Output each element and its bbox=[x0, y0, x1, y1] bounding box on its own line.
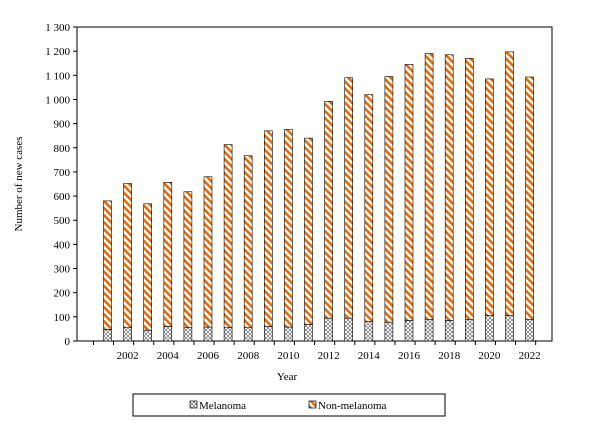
bar-non-melanoma-2009 bbox=[263, 130, 273, 327]
y-axis: 0 100 200 300 400 500 600 700 800 900 1 000 1 100 1 … bbox=[45, 22, 77, 348]
bar-non-melanoma-2022 bbox=[525, 76, 534, 320]
legend-label-melanoma: Melanoma bbox=[199, 400, 246, 412]
x-tick-label: 2010 bbox=[277, 350, 300, 362]
y-tick-label: 0 bbox=[65, 336, 71, 348]
y-tick-label: 800 bbox=[54, 143, 71, 155]
y-tick-label: 700 bbox=[54, 167, 71, 179]
y-tick-label: 1 000 bbox=[45, 94, 70, 106]
x-tick-label: 2020 bbox=[478, 350, 501, 362]
y-tick-label: 100 bbox=[54, 312, 71, 324]
x-tick-label: 2022 bbox=[519, 350, 541, 362]
bar-non-melanoma-2019 bbox=[464, 58, 474, 320]
legend-box bbox=[132, 393, 446, 417]
bar-non-melanoma-2010 bbox=[284, 129, 293, 328]
y-tick-label: 200 bbox=[54, 288, 71, 300]
bar-non-melanoma-2014 bbox=[364, 94, 374, 322]
bar-non-melanoma-2015 bbox=[384, 76, 394, 323]
bar-melanoma-2015 bbox=[384, 321, 394, 342]
bar-melanoma-2001 bbox=[103, 329, 112, 342]
bar-non-melanoma-2012 bbox=[324, 101, 333, 319]
bar-melanoma-2017 bbox=[424, 318, 434, 342]
bar-melanoma-2018 bbox=[444, 320, 454, 342]
x-tick-label: 2018 bbox=[438, 350, 461, 362]
bar-non-melanoma-2020 bbox=[485, 78, 494, 316]
bar-melanoma-2002 bbox=[123, 327, 132, 342]
x-tick-label: 2014 bbox=[358, 350, 381, 362]
x-tick-label: 2006 bbox=[197, 350, 220, 362]
bar-melanoma-2007 bbox=[223, 327, 233, 342]
bar-non-melanoma-2003 bbox=[143, 203, 152, 331]
bar-melanoma-2005 bbox=[183, 327, 193, 342]
bar-melanoma-2012 bbox=[324, 317, 333, 342]
bar-non-melanoma-2007 bbox=[223, 144, 233, 329]
y-tick-label: 1 300 bbox=[45, 22, 70, 34]
bar-non-melanoma-2018 bbox=[444, 54, 454, 321]
bar-non-melanoma-2006 bbox=[203, 176, 213, 328]
y-tick-label: 500 bbox=[54, 215, 71, 227]
y-tick-label: 300 bbox=[54, 264, 71, 276]
y-tick-label: 600 bbox=[54, 191, 71, 203]
bar-melanoma-2003 bbox=[143, 329, 152, 342]
bar-non-melanoma-2016 bbox=[404, 64, 414, 321]
bar-melanoma-2019 bbox=[464, 318, 474, 342]
bar-non-melanoma-2021 bbox=[505, 51, 514, 316]
bar-melanoma-2011 bbox=[304, 324, 313, 342]
bar-non-melanoma-2005 bbox=[183, 191, 193, 329]
bar-non-melanoma-2008 bbox=[243, 155, 253, 329]
y-tick-label: 400 bbox=[54, 239, 71, 251]
y-axis-title: Number of new cases bbox=[13, 137, 25, 232]
legend-swatch-melanoma bbox=[189, 400, 198, 409]
legend-label-non-melanoma: Non-melanoma bbox=[318, 400, 387, 412]
x-tick-label: 2004 bbox=[157, 350, 180, 362]
bar-melanoma-2006 bbox=[203, 326, 213, 342]
y-tick-label: 900 bbox=[54, 119, 71, 131]
y-tick-label: 1 200 bbox=[45, 46, 70, 58]
legend: Melanoma Non-melanoma bbox=[132, 393, 446, 417]
x-tick-label: 2008 bbox=[237, 350, 260, 362]
bar-melanoma-2016 bbox=[404, 320, 414, 342]
x-tick-label: 2002 bbox=[117, 350, 139, 362]
bar-melanoma-2009 bbox=[263, 326, 273, 342]
bar-melanoma-2020 bbox=[485, 315, 494, 342]
legend-swatch-non-melanoma bbox=[308, 400, 317, 409]
x-tick-label: 2012 bbox=[318, 350, 340, 362]
bar-melanoma-2014 bbox=[364, 321, 374, 342]
bar-melanoma-2008 bbox=[243, 327, 253, 342]
x-tick-label: 2016 bbox=[398, 350, 421, 362]
bar-melanoma-2022 bbox=[525, 318, 534, 342]
x-axis: 2002 2004 2006 2008 2010 2012 2014 2016 2018 2020… bbox=[92, 341, 541, 362]
bar-melanoma-2013 bbox=[344, 317, 354, 342]
bar-series bbox=[103, 51, 534, 342]
bar-non-melanoma-2001 bbox=[103, 200, 112, 330]
bar-melanoma-2010 bbox=[284, 326, 293, 342]
bar-non-melanoma-2002 bbox=[123, 183, 132, 329]
bar-non-melanoma-2017 bbox=[424, 53, 434, 320]
bar-non-melanoma-2013 bbox=[344, 77, 354, 319]
y-tick-label: 1 100 bbox=[45, 70, 70, 82]
bar-non-melanoma-2004 bbox=[163, 182, 173, 327]
bar-melanoma-2004 bbox=[163, 326, 173, 342]
bar-non-melanoma-2011 bbox=[304, 137, 313, 325]
bar-melanoma-2021 bbox=[505, 315, 514, 342]
x-axis-title: Year bbox=[277, 371, 298, 383]
